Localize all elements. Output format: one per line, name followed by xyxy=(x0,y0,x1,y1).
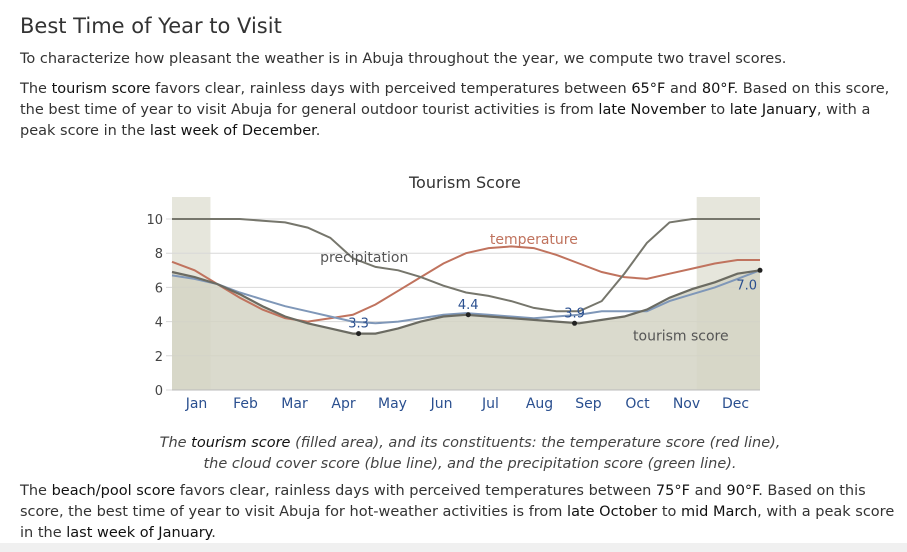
series-label-precipitation: precipitation xyxy=(320,250,408,266)
series-label-temperature: temperature xyxy=(490,232,578,248)
precipitation-line xyxy=(172,218,760,313)
y-tick-label: 10 xyxy=(146,213,163,228)
tourism-paragraph: The tourism score favors clear, rainless… xyxy=(20,81,890,139)
data-point-marker xyxy=(757,267,763,273)
x-tick-label-apr: Apr xyxy=(331,396,355,412)
tourism-score-area xyxy=(172,270,760,390)
x-tick-label-aug: Aug xyxy=(526,396,553,412)
x-tick-label-jun: Jun xyxy=(430,396,453,412)
data-label: 3.9 xyxy=(564,306,585,321)
cloud-cover-line xyxy=(171,269,761,325)
intro-paragraph: To characterize how pleasant the weather… xyxy=(20,51,787,67)
section-heading: Best Time of Year to Visit xyxy=(20,14,282,38)
beach-paragraph: The beach/pool score favors clear, rainl… xyxy=(20,483,895,541)
data-point-marker xyxy=(572,320,578,326)
x-tick-label-dec: Dec xyxy=(722,396,749,412)
data-label: 3.3 xyxy=(348,317,369,332)
y-tick-label: 4 xyxy=(155,316,163,331)
x-tick-label-mar: Mar xyxy=(281,396,308,412)
data-label: 7.0 xyxy=(736,278,757,293)
x-tick-label-nov: Nov xyxy=(673,396,700,412)
x-tick-label-sep: Sep xyxy=(575,396,602,412)
x-tick-label-jul: Jul xyxy=(481,396,499,412)
footer-strip xyxy=(0,543,907,552)
x-tick-label-jan: Jan xyxy=(185,396,208,412)
tourism-score-term: tourism score xyxy=(51,81,151,97)
x-tick-label-feb: Feb xyxy=(233,396,258,412)
x-tick-label-oct: Oct xyxy=(625,396,650,412)
y-tick-label: 6 xyxy=(155,281,163,296)
y-tick-label: 0 xyxy=(155,384,163,399)
data-point-marker xyxy=(356,331,362,337)
beach-score-term: beach/pool score xyxy=(51,483,176,499)
data-point-marker xyxy=(465,312,471,318)
x-tick-label-may: May xyxy=(378,396,407,412)
caption-tourism-score-term: tourism score xyxy=(191,434,291,451)
temperature-line xyxy=(171,245,760,323)
data-label: 4.4 xyxy=(458,298,479,313)
series-label-tourism-score: tourism score xyxy=(633,329,729,345)
chart-title: Tourism Score xyxy=(409,173,521,192)
y-tick-label: 8 xyxy=(155,247,163,262)
y-tick-label: 2 xyxy=(155,350,163,365)
chart-caption: The tourism score (filled area), and its… xyxy=(159,434,781,472)
